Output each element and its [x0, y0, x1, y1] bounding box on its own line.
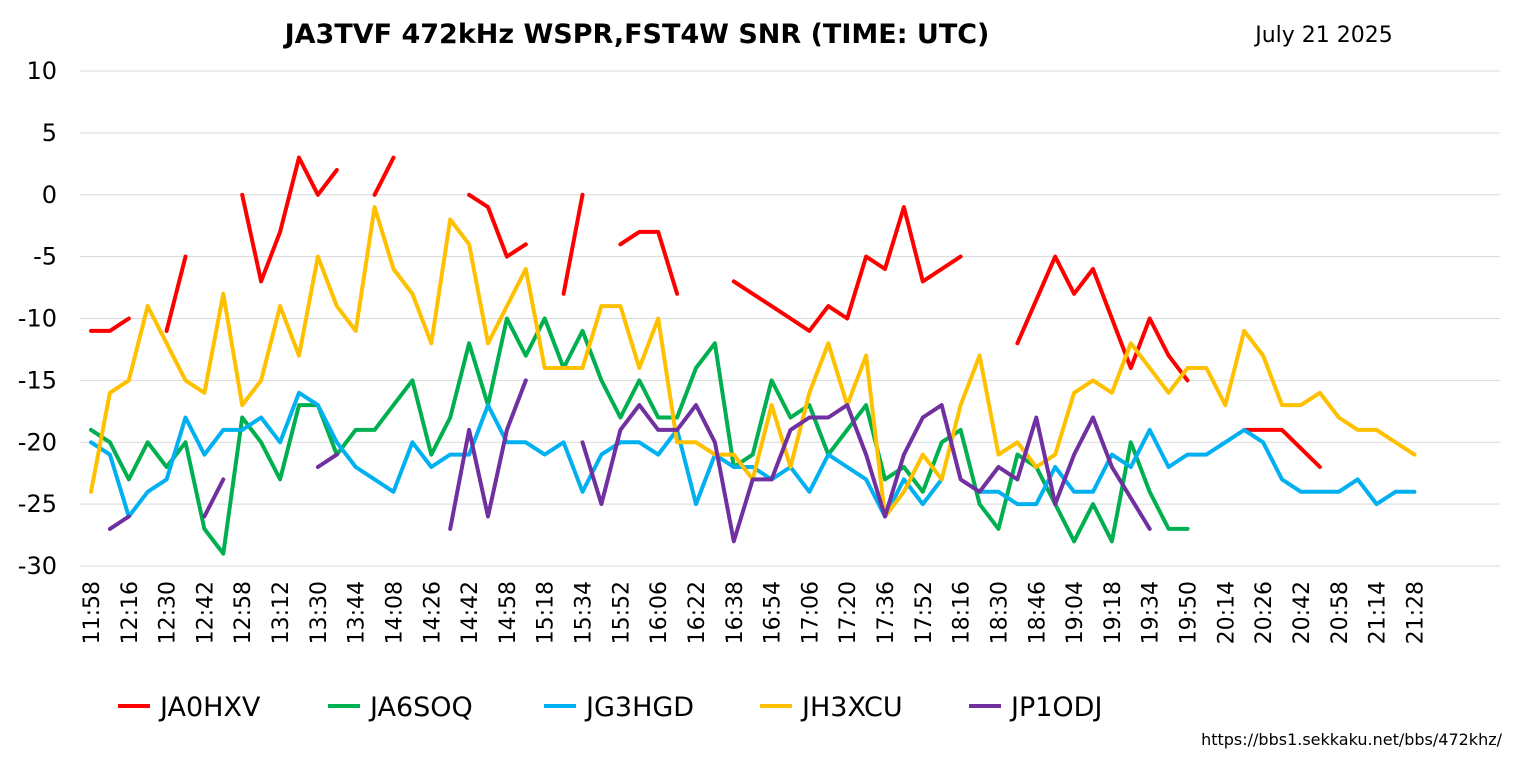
y-axis-ticks: 10 5 0 -5 -10 -15 -20 -25 -30: [18, 57, 57, 580]
series-line-segment: [467, 192, 528, 259]
series-line-segment: [202, 477, 226, 519]
x-tick-label: 18:46: [1025, 581, 1050, 644]
x-tick-label: 14:26: [420, 581, 445, 644]
series-line-segment: [89, 205, 1417, 519]
x-tick-label: 20:14: [1214, 581, 1239, 644]
series-ja0hxv: [89, 155, 1322, 469]
series-line-segment: [89, 316, 1190, 556]
legend: JA0HXV JA6SOQ JG3HGD JH3XCU JP1ODJ: [118, 692, 1102, 723]
series-line-segment: [977, 427, 1417, 507]
series-lines: [89, 155, 1417, 556]
legend-label: JH3XCU: [800, 692, 903, 723]
y-tick-label: 0: [42, 181, 57, 209]
y-tick-label: 5: [42, 119, 57, 147]
series-line-segment: [580, 403, 1152, 544]
x-tick-label: 16:38: [723, 581, 748, 644]
x-tick-label: 17:20: [836, 581, 861, 644]
x-tick-label: 17:06: [798, 581, 823, 644]
x-tick-label: 12:30: [156, 581, 181, 644]
series-line-segment: [618, 229, 680, 296]
x-tick-label: 17:36: [874, 581, 899, 644]
x-tick-label: 14:42: [458, 581, 483, 644]
legend-label: JA0HXV: [158, 692, 261, 723]
source-url: https://bbs1.sekkaku.net/bbs/472khz/: [1201, 730, 1503, 749]
x-axis-ticks: 11:58 12:16 12:30 12:42 12:58 13:12 13:30 13:44…: [80, 581, 1428, 644]
legend-label: JP1ODJ: [1009, 692, 1102, 723]
legend-label: JA6SOQ: [368, 692, 473, 723]
series-line-segment: [240, 155, 339, 284]
x-tick-label: 19:50: [1177, 581, 1202, 644]
x-tick-label: 16:54: [761, 581, 786, 644]
series-jh3xcu: [89, 205, 1417, 519]
y-tick-label: -5: [33, 243, 57, 271]
x-tick-label: 17:52: [912, 581, 937, 644]
x-tick-label: 20:26: [1252, 581, 1277, 644]
series-line-segment: [315, 452, 339, 469]
series-line-segment: [561, 192, 585, 296]
x-tick-label: 21:14: [1366, 581, 1391, 644]
legend-label: JG3HGD: [584, 692, 694, 723]
x-tick-label: 20:42: [1290, 581, 1315, 644]
series-line-segment: [107, 514, 131, 531]
y-tick-label: -25: [18, 490, 57, 518]
series-ja6soq: [89, 316, 1190, 556]
series-line-segment: [1242, 427, 1322, 469]
x-tick-label: 14:08: [382, 581, 407, 644]
y-tick-label: 10: [26, 57, 57, 85]
x-tick-label: 12:16: [118, 581, 143, 644]
chart-title: JA3TVF 472kHz WSPR,FST4W SNR (TIME: UTC): [283, 19, 990, 50]
x-tick-label: 13:44: [345, 581, 370, 644]
x-tick-label: 14:58: [496, 581, 521, 644]
x-tick-label: 12:58: [231, 581, 256, 644]
series-line-segment: [731, 205, 963, 333]
y-tick-label: -20: [18, 428, 57, 456]
y-tick-label: -10: [18, 305, 57, 333]
x-tick-label: 16:06: [647, 581, 672, 644]
series-jg3hgd: [89, 390, 1417, 519]
series-line-segment: [89, 316, 131, 333]
x-tick-label: 18:30: [987, 581, 1012, 644]
x-tick-label: 13:30: [307, 581, 332, 644]
y-tick-label: -15: [18, 366, 57, 394]
y-tick-label: -30: [18, 552, 57, 580]
x-tick-label: 15:18: [534, 581, 559, 644]
series-jp1odj: [107, 378, 1152, 544]
x-tick-label: 16:22: [685, 581, 710, 644]
chart-date: July 21 2025: [1253, 23, 1393, 48]
x-tick-label: 19:34: [1139, 581, 1164, 644]
series-line-segment: [372, 155, 396, 197]
x-tick-label: 21:28: [1403, 581, 1428, 644]
series-line-segment: [89, 390, 944, 519]
x-tick-label: 15:34: [572, 581, 597, 644]
x-tick-label: 19:04: [1063, 581, 1088, 644]
x-tick-label: 12:42: [193, 581, 218, 644]
series-line-segment: [1015, 254, 1190, 383]
x-tick-label: 19:18: [1101, 581, 1126, 644]
x-tick-label: 18:16: [950, 581, 975, 644]
x-tick-label: 11:58: [80, 581, 105, 644]
x-tick-label: 15:52: [609, 581, 634, 644]
x-tick-label: 13:12: [269, 581, 294, 644]
x-tick-label: 20:58: [1328, 581, 1353, 644]
series-line-segment: [448, 378, 528, 531]
series-line-segment: [164, 254, 188, 333]
